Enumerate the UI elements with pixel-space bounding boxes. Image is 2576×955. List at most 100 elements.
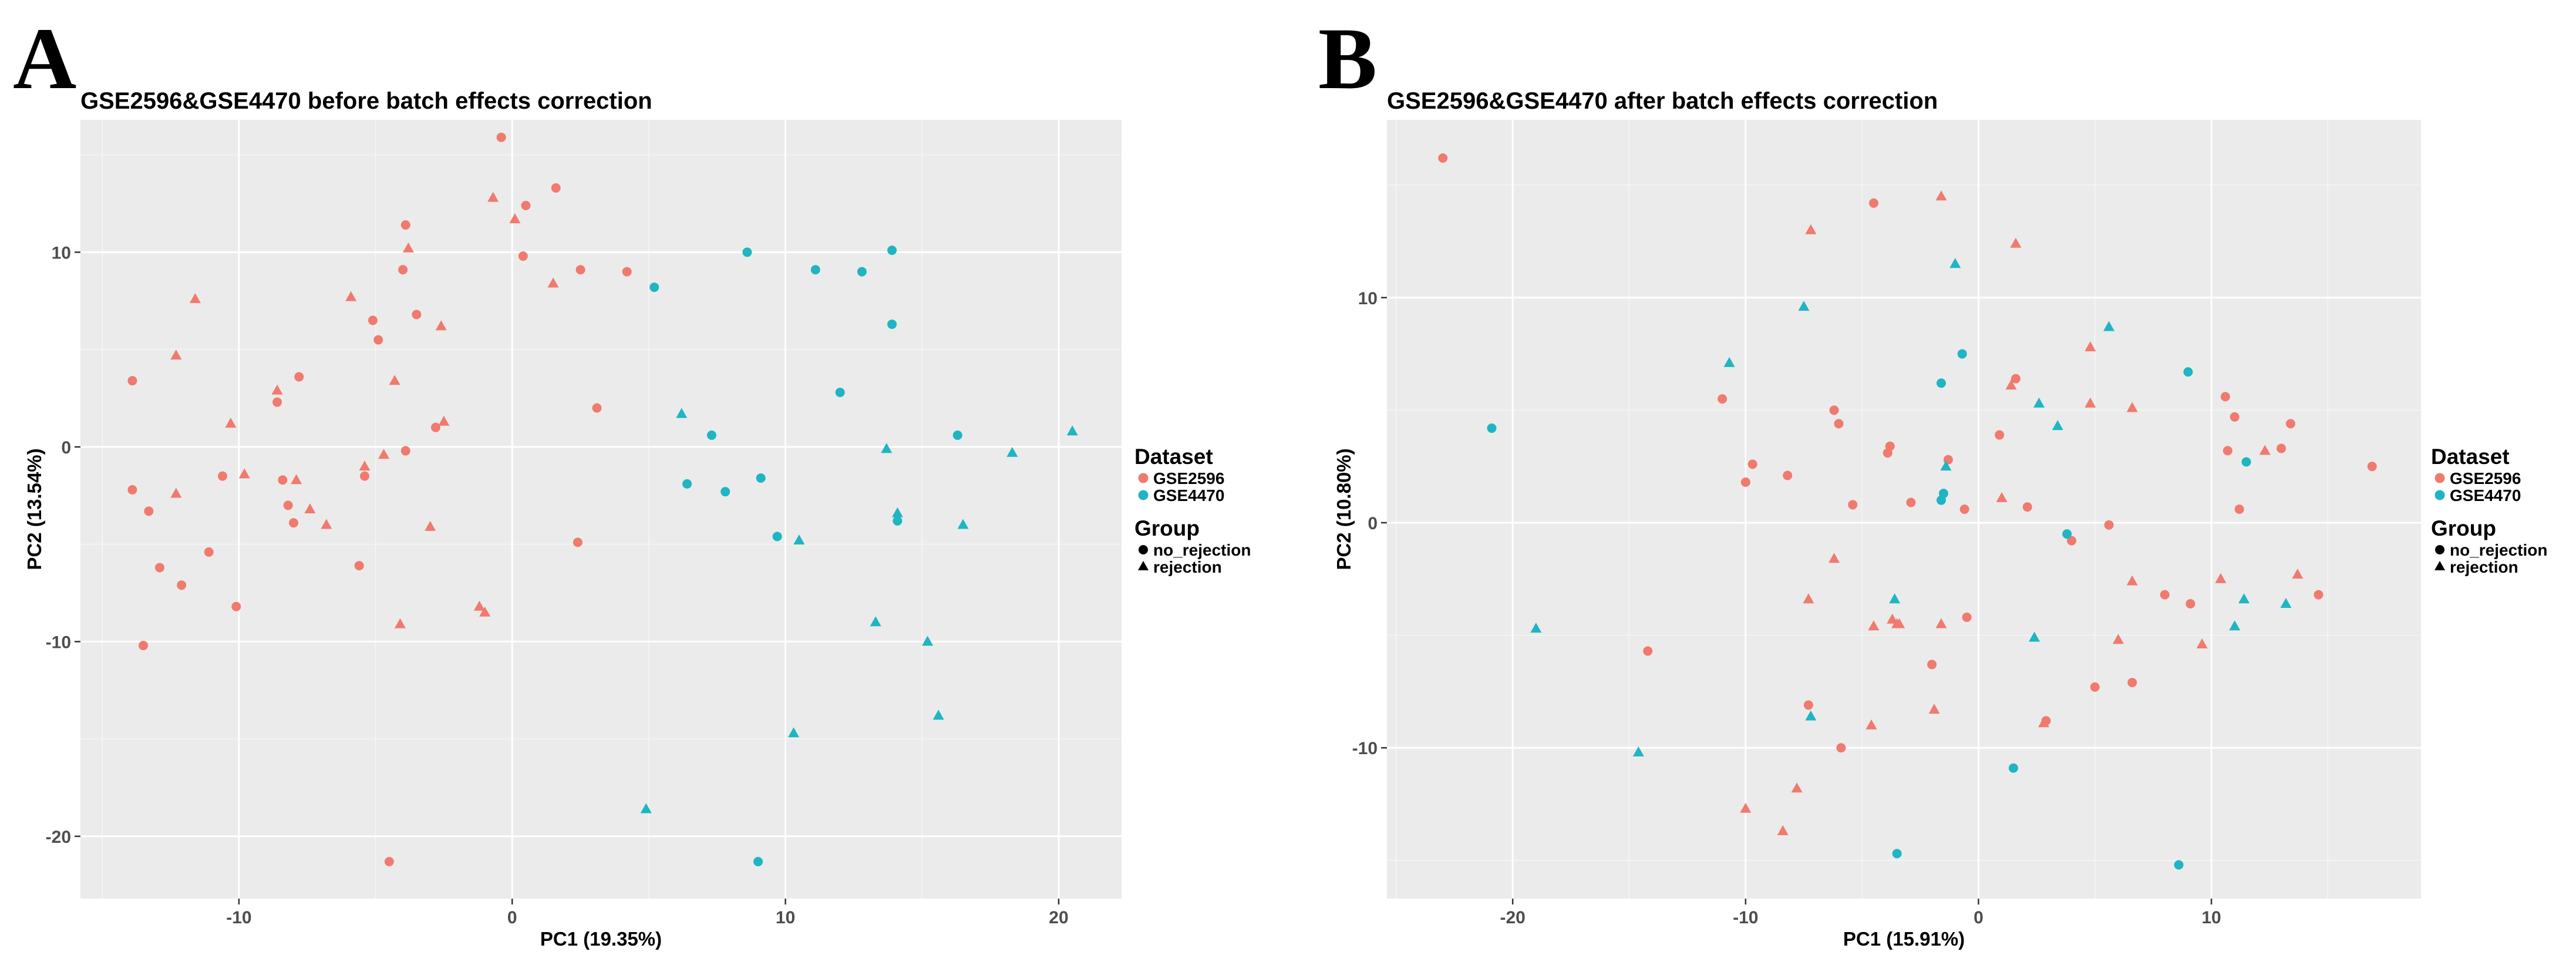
points-b — [1438, 153, 2377, 870]
point-gse2596-rejection-a — [189, 292, 201, 303]
point-gse2596-rejection-b — [2126, 575, 2138, 586]
y-tick-label-a: 0 — [61, 438, 71, 458]
point-gse2596-no-rejection-b — [2285, 419, 2295, 429]
point-gse2596-no-rejection-b — [2223, 446, 2232, 456]
chart-title-b: GSE2596&GSE4470 after batch effects corr… — [1387, 88, 1938, 114]
point-gse2596-no-rejection-b — [1438, 153, 1448, 163]
point-gse2596-no-rejection-b — [2234, 505, 2244, 514]
point-gse2596-no-rejection-a — [154, 563, 164, 573]
point-gse2596-rejection-b — [2126, 402, 2138, 412]
legend-no-rejection-swatch-a — [1139, 545, 1148, 554]
point-gse2596-no-rejection-b — [1962, 612, 1972, 622]
point-gse2596-no-rejection-b — [1747, 459, 1757, 469]
point-gse4470-rejection-b — [1940, 460, 1952, 471]
point-gse4470-rejection-b — [2033, 397, 2045, 408]
point-gse4470-rejection-b — [2229, 620, 2241, 631]
point-gse2596-no-rejection-b — [1927, 660, 1937, 670]
point-gse2596-no-rejection-a — [573, 537, 582, 547]
x-tick-label-b: -10 — [1733, 908, 1758, 927]
point-gse2596-no-rejection-a — [430, 422, 440, 432]
point-gse2596-no-rejection-b — [1740, 478, 1750, 487]
plot-area-a — [80, 120, 1122, 899]
point-gse2596-rejection-a — [509, 213, 521, 224]
point-gse4470-rejection-b — [2052, 420, 2063, 431]
point-gse2596-rejection-b — [1928, 704, 1940, 714]
legend-group-title-b: Group — [2431, 516, 2496, 540]
point-gse2596-no-rejection-a — [354, 561, 364, 571]
point-gse2596-rejection-b — [2112, 634, 2124, 644]
point-gse2596-no-rejection-b — [1848, 500, 1858, 510]
point-gse2596-rejection-a — [345, 291, 357, 301]
y-axis-b: -10 0 10 — [1352, 289, 1387, 758]
x-tick-label-a: 10 — [776, 908, 795, 927]
point-gse2596-no-rejection-b — [2220, 392, 2230, 402]
point-gse2596-no-rejection-a — [139, 641, 149, 651]
point-gse4470-rejection-b — [1889, 593, 1901, 604]
x-tick-label-b: 0 — [1974, 908, 1984, 927]
plot-area-b — [1387, 120, 2421, 899]
point-gse2596-no-rejection-b — [1834, 419, 1844, 429]
legend-dataset-title-a: Dataset — [1134, 445, 1213, 469]
point-gse4470-rejection-a — [1006, 446, 1018, 457]
point-gse4470-no-rejection-a — [753, 857, 763, 867]
point-gse4470-rejection-b — [2103, 321, 2115, 331]
point-gse2596-rejection-b — [1777, 825, 1789, 836]
point-gse4470-rejection-a — [891, 507, 903, 517]
point-gse4470-rejection-a — [640, 803, 652, 813]
point-gse4470-rejection-a — [1066, 425, 1078, 436]
point-gse2596-rejection-a — [479, 606, 491, 617]
point-gse2596-rejection-a — [291, 474, 302, 485]
point-gse2596-no-rejection-a — [283, 500, 293, 510]
x-axis-b: -20 -10 0 10 — [1500, 899, 2221, 927]
point-gse2596-rejection-a — [394, 618, 406, 628]
x-tick-label-a: 0 — [507, 908, 517, 927]
x-tick-label-a: 20 — [1049, 908, 1068, 927]
point-gse2596-rejection-b — [1803, 593, 1814, 604]
point-gse4470-no-rejection-b — [2183, 367, 2193, 377]
point-gse4470-no-rejection-a — [810, 265, 820, 275]
point-gse2596-no-rejection-a — [127, 376, 137, 386]
point-gse4470-rejection-b — [1723, 357, 1735, 367]
point-gse2596-no-rejection-a — [204, 547, 214, 557]
point-gse4470-no-rejection-b — [1487, 423, 1497, 433]
point-gse4470-no-rejection-a — [682, 479, 692, 489]
grid-a — [80, 120, 1122, 899]
point-gse2596-rejection-b — [2292, 569, 2304, 579]
points-a — [127, 132, 1078, 867]
point-gse2596-rejection-b — [2085, 341, 2096, 352]
legend-no-rejection-label-b: no_rejection — [2450, 541, 2547, 559]
point-gse2596-no-rejection-a — [217, 471, 227, 481]
point-gse2596-rejection-b — [1868, 620, 1880, 631]
point-gse2596-rejection-b — [2038, 717, 2049, 728]
y-tick-label-a: -10 — [46, 633, 71, 652]
point-gse4470-rejection-b — [1798, 301, 1810, 311]
point-gse2596-rejection-a — [389, 375, 400, 385]
point-gse4470-rejection-b — [2238, 593, 2250, 604]
point-gse2596-rejection-b — [1805, 224, 1817, 234]
point-gse2596-no-rejection-a — [278, 475, 288, 485]
point-gse4470-no-rejection-b — [2241, 457, 2251, 467]
x-tick-label-b: 10 — [2201, 908, 2221, 927]
point-gse2596-no-rejection-a — [496, 132, 506, 142]
y-tick-label-b: -10 — [1352, 739, 1378, 758]
point-gse4470-no-rejection-a — [649, 283, 659, 292]
point-gse2596-no-rejection-b — [1836, 743, 1846, 753]
point-gse2596-no-rejection-b — [2104, 520, 2114, 530]
point-gse4470-rejection-b — [1530, 623, 1542, 633]
point-gse2596-rejection-a — [425, 520, 436, 531]
legend-rejection-label-b: rejection — [2450, 558, 2518, 576]
point-gse4470-rejection-b — [1949, 258, 1961, 268]
x-axis-label-a: PC1 (19.35%) — [540, 928, 662, 950]
point-gse2596-rejection-a — [487, 191, 499, 202]
point-gse2596-no-rejection-a — [368, 315, 378, 325]
point-gse4470-no-rejection-a — [756, 473, 766, 483]
point-gse4470-no-rejection-b — [1892, 849, 1902, 859]
panel-a: A GSE2596&GSE4470 before batch effects c… — [13, 10, 1251, 950]
point-gse4470-rejection-b — [2280, 597, 2292, 608]
point-gse2596-no-rejection-b — [2067, 536, 2077, 546]
point-gse4470-no-rejection-a — [857, 267, 867, 277]
point-gse2596-no-rejection-b — [1995, 430, 2005, 440]
point-gse2596-rejection-a — [225, 418, 237, 428]
point-gse2596-no-rejection-a — [592, 403, 602, 413]
point-gse2596-no-rejection-a — [127, 485, 137, 495]
